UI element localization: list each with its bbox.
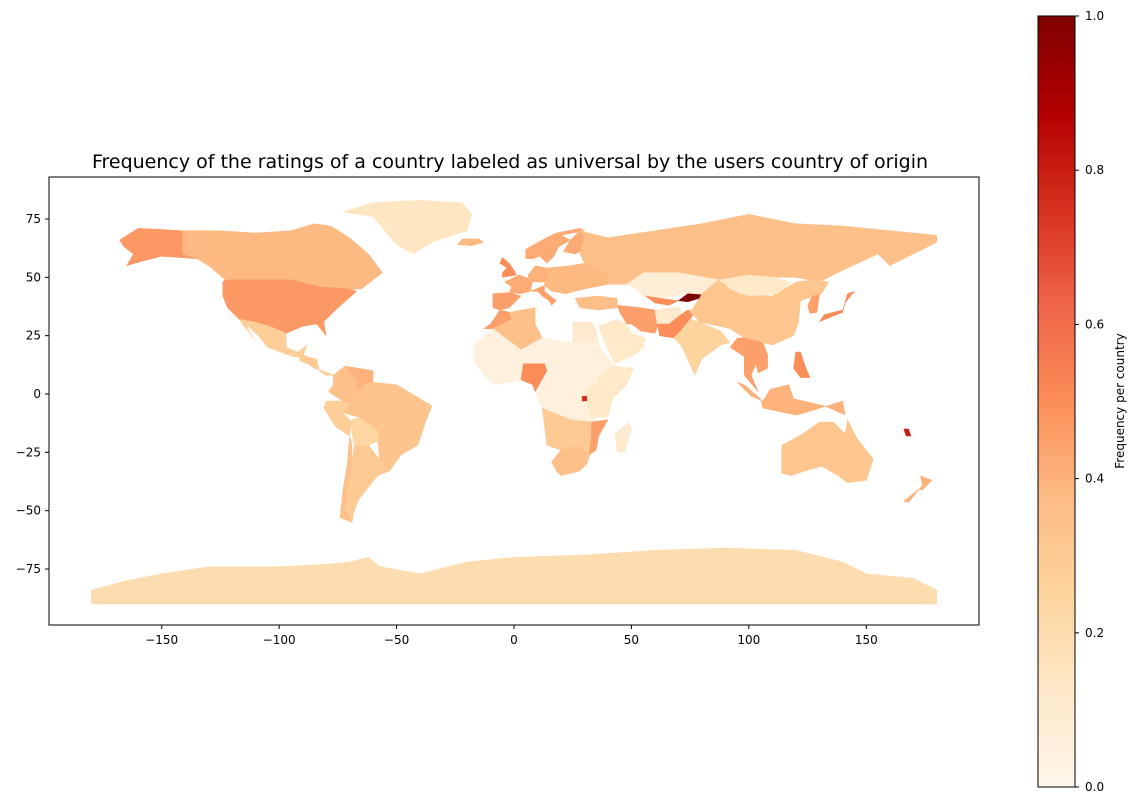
- region-east-africa: East Africa: 0.12: [584, 365, 635, 418]
- region-iran: Iran: 0.45: [616, 305, 660, 334]
- region-rwanda: Rwanda: 0.75: [581, 396, 588, 402]
- region-mexico: Mexico: 0.28: [238, 318, 308, 357]
- region-mozambique: Mozambique: 0.45: [588, 419, 609, 456]
- region-southeast-asia: Southeast Asia: 0.45: [729, 337, 768, 392]
- x-tick-label: −150: [145, 633, 178, 647]
- region-greenland: Greenland: 0.14: [342, 200, 472, 255]
- region-united-states: United States: 0.47: [222, 279, 358, 337]
- y-tick-label: 50: [26, 270, 41, 284]
- region-new-zealand: New Zealand: 0.4: [903, 475, 933, 503]
- x-tick-label: 0: [510, 633, 518, 647]
- map-axes: −150 −100 −50 0 50 100 150 75 50 25 0 −25 −50 −75: [16, 212, 878, 647]
- region-turkey: Turkey: 0.36: [574, 295, 618, 311]
- region-canada: Canada: 0.38: [182, 223, 383, 290]
- region-mongolia: Mongolia: 0.12: [720, 274, 792, 297]
- region-korea: Korea: 0.45: [807, 294, 820, 314]
- map-regions: Antarctica: 0.2 Greenland: 0.14 Alaska (US…: [91, 200, 937, 605]
- colorbar-tick-label: 0.2: [1085, 626, 1104, 640]
- region-kazakhstan: Kazakhstan: 0.08: [626, 272, 719, 299]
- region-egypt: Egypt: 0.1: [572, 321, 599, 343]
- region-philippines: Philippines: 0.5: [793, 351, 811, 378]
- region-india: India: 0.25: [673, 319, 731, 376]
- region-japan: Japan: 0.5: [818, 290, 856, 323]
- x-tick-label: 50: [624, 633, 639, 647]
- region-south-africa: South Africa: 0.35: [551, 445, 590, 476]
- region-antarctica: Antarctica: 0.2: [91, 547, 937, 605]
- x-tick-label: 150: [855, 633, 878, 647]
- region-united-kingdom: United Kingdom: 0.5: [499, 257, 517, 278]
- x-tick-label: −100: [263, 633, 296, 647]
- region-iceland: Iceland: 0.38: [457, 238, 485, 247]
- region-russia: Russia: 0.35: [579, 214, 937, 285]
- colorbar-tick-label: 0.8: [1085, 163, 1104, 177]
- y-tick-label: 75: [26, 212, 41, 226]
- colorbar-tick-label: 0.6: [1085, 317, 1104, 331]
- region-pakistan: Pakistan: 0.5: [656, 309, 696, 339]
- region-sweden: Sweden: 0.42: [539, 235, 571, 264]
- region-eastern-europe: Eastern Europe: 0.38: [544, 263, 609, 294]
- region-uzbekistan: Uzbekistan: 0.5: [645, 295, 680, 306]
- region-france: France: 0.42: [504, 274, 534, 294]
- y-tick-label: 25: [26, 329, 41, 343]
- region-alaska-usa: Alaska (USA): 0.47: [119, 228, 198, 267]
- chart-title: Frequency of the ratings of a country la…: [92, 151, 928, 173]
- colorbar-tick-label: 0.4: [1085, 472, 1104, 486]
- region-norway: Norway: 0.42: [525, 228, 586, 259]
- y-tick-label: −25: [16, 445, 41, 459]
- region-china: China: 0.32: [689, 279, 830, 346]
- region-saudi-arabia: Saudi Arabia: 0.12: [598, 319, 646, 365]
- region-madagascar: Madagascar: 0.1: [614, 421, 632, 453]
- region-spain: Spain: 0.45: [492, 292, 522, 311]
- region-vanuatu: Vanuatu: 0.8: [903, 428, 912, 437]
- colorbar-label: Frequency per country: [1113, 333, 1127, 468]
- colorbar-ticks: 0.0 0.2 0.4 0.6 0.8 1.0: [1075, 9, 1104, 794]
- region-italy: Italy: 0.45: [530, 285, 557, 306]
- colorbar-tick-label: 0.0: [1085, 780, 1104, 794]
- y-tick-label: −50: [16, 504, 41, 518]
- region-nigeria: Nigeria: 0.5: [520, 363, 548, 393]
- region-bolivia: Bolivia: 0.24: [351, 417, 379, 446]
- colorbar: [1037, 15, 1076, 788]
- region-chile: Chile: 0.35: [339, 435, 353, 523]
- y-tick-label: −75: [16, 562, 41, 576]
- x-tick-label: 100: [737, 633, 760, 647]
- region-australia: Australia: 0.32: [781, 418, 874, 483]
- y-tick-label: 0: [33, 387, 41, 401]
- x-tick-label: −50: [384, 633, 409, 647]
- region-indonesia: Indonesia: 0.4: [736, 382, 846, 416]
- colorbar-tick-label: 1.0: [1085, 9, 1104, 23]
